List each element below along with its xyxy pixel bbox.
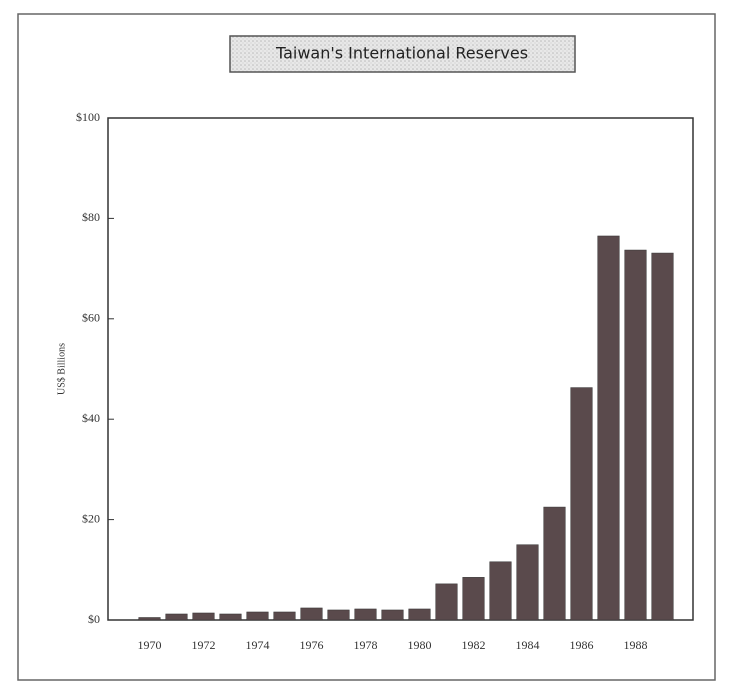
y-tick-label: $100 [76,110,100,124]
outer-frame [17,13,716,681]
x-tick-label: 1974 [246,638,270,652]
bar [246,611,269,621]
x-tick-label: 1972 [192,638,216,652]
bar [570,387,593,621]
y-tick-label: $80 [82,210,100,224]
y-tick-label: $40 [82,411,100,425]
x-tick-label: 1980 [408,638,432,652]
y-tick-label: $60 [82,311,100,325]
bar [354,608,377,621]
bar [435,583,458,621]
bar [300,607,323,621]
x-tick-label: 1978 [354,638,378,652]
bar [138,617,161,621]
bar [165,613,188,621]
x-tick-label: 1986 [570,638,594,652]
bar [219,613,242,621]
bar [516,544,539,621]
bar [408,608,431,621]
y-tick-label: $20 [82,511,100,525]
y-axis-label: US$ Billions [56,343,67,395]
x-tick-label: 1984 [516,638,540,652]
x-tick-label: 1976 [300,638,324,652]
title-box [229,35,576,73]
x-tick-label: 1970 [138,638,162,652]
x-tick-label: 1982 [462,638,486,652]
bar [462,577,485,621]
bar [624,249,647,621]
y-tick-label: $0 [88,612,100,626]
chart-title: Taiwan's International Reserves [275,44,528,63]
bar [327,609,350,621]
bar [273,611,296,621]
x-tick-label: 1988 [624,638,648,652]
bar [597,235,620,621]
bar [381,609,404,621]
bar [651,252,674,621]
bar [192,612,215,621]
bar [543,506,566,621]
bar [489,561,512,621]
